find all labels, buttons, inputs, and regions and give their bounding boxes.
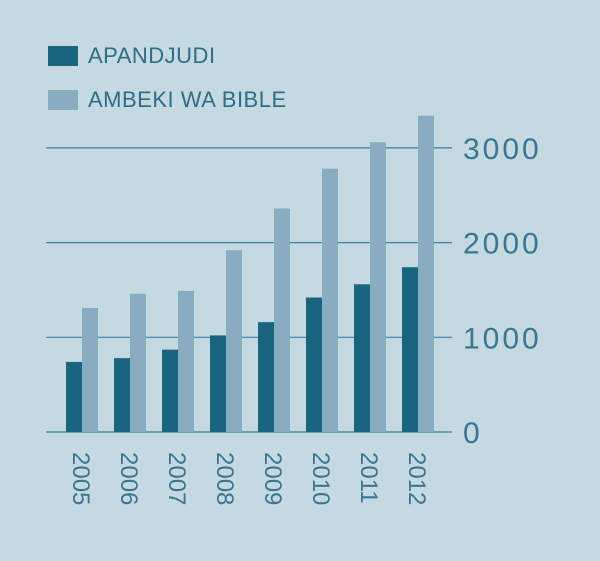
- bar-apandjudi-2008: [210, 335, 226, 432]
- bar-apandjudi-2005: [66, 361, 82, 432]
- x-tick-label-2005: 2005: [67, 452, 94, 505]
- legend-label-apandjudi: APANDJUDI: [88, 43, 216, 68]
- bar-ambeki-wa-bible-2009: [274, 208, 290, 432]
- bar-apandjudi-2010: [306, 297, 322, 432]
- bar-apandjudi-2009: [258, 322, 274, 432]
- legend-label-ambeki-wa-bible: AMBEKI WA BIBLE: [88, 87, 287, 112]
- bar-ambeki-wa-bible-2008: [226, 250, 242, 432]
- legend-item-apandjudi: APANDJUDI: [48, 34, 287, 78]
- bar-apandjudi-2011: [354, 284, 370, 432]
- bar-ambeki-wa-bible-2010: [322, 168, 338, 432]
- legend-swatch-apandjudi: [48, 46, 78, 66]
- legend-item-ambeki-wa-bible: AMBEKI WA BIBLE: [48, 78, 287, 122]
- legend: APANDJUDI AMBEKI WA BIBLE: [48, 34, 287, 122]
- y-tick-label-0: 0: [463, 417, 483, 450]
- y-tick-label-3000: 3000: [463, 133, 542, 166]
- legend-swatch-ambeki-wa-bible: [48, 90, 78, 110]
- bar-apandjudi-2012: [402, 267, 418, 432]
- y-tick-label-1000: 1000: [463, 322, 542, 355]
- x-tick-label-2010: 2010: [307, 452, 334, 505]
- bar-ambeki-wa-bible-2011: [370, 142, 386, 432]
- bar-apandjudi-2007: [162, 349, 178, 432]
- x-tick-label-2012: 2012: [403, 452, 430, 505]
- bar-ambeki-wa-bible-2012: [418, 115, 434, 433]
- bar-ambeki-wa-bible-2007: [178, 290, 194, 432]
- x-tick-label-2008: 2008: [211, 452, 238, 505]
- x-tick-label-2006: 2006: [115, 452, 142, 505]
- x-tick-label-2011: 2011: [355, 452, 382, 504]
- x-tick-label-2009: 2009: [259, 452, 286, 505]
- bar-apandjudi-2006: [114, 358, 130, 432]
- bar-ambeki-wa-bible-2005: [82, 307, 98, 432]
- x-tick-label-2007: 2007: [163, 452, 190, 505]
- bar-ambeki-wa-bible-2006: [130, 293, 146, 432]
- y-tick-label-2000: 2000: [463, 228, 542, 261]
